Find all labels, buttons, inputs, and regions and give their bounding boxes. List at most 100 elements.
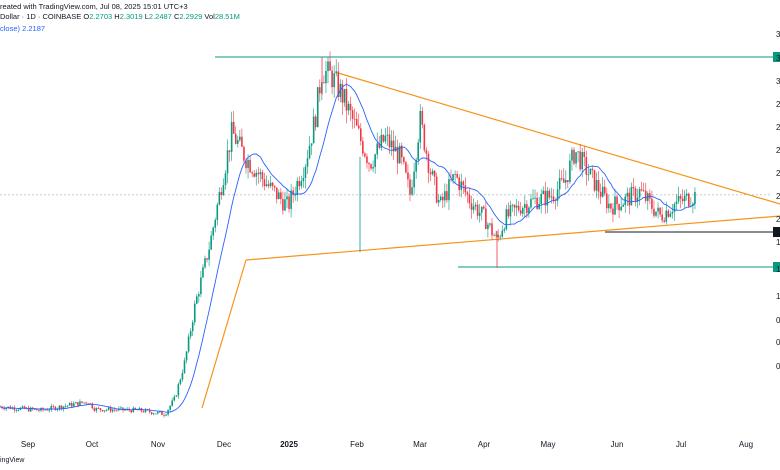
candle-up xyxy=(675,201,678,205)
candle-up xyxy=(419,111,422,143)
candle-down xyxy=(23,406,26,409)
open-label: O xyxy=(83,12,90,21)
candle-up xyxy=(673,204,676,213)
candle-up xyxy=(17,409,20,411)
candle-up xyxy=(48,409,50,411)
candle-up xyxy=(155,413,157,415)
candle-down xyxy=(331,70,333,88)
y-axis-tick-label: 3 xyxy=(776,30,780,39)
candle-down xyxy=(653,208,655,216)
candle-down xyxy=(378,143,381,148)
candle-down xyxy=(476,204,479,216)
candle-up xyxy=(386,134,389,136)
candle-up xyxy=(7,406,9,408)
close-label: C xyxy=(173,12,180,21)
candle-down xyxy=(370,164,372,169)
y-axis-tick-label: 1 xyxy=(776,238,780,247)
candle-down xyxy=(298,180,301,187)
candle-up xyxy=(222,185,225,196)
candle-up xyxy=(64,405,67,407)
candle-up xyxy=(614,196,616,215)
candle-down xyxy=(288,196,290,209)
y-axis-tick-label: 0 xyxy=(776,316,780,325)
candle-up xyxy=(333,73,335,88)
candle-down xyxy=(583,152,586,158)
candle-down xyxy=(405,162,407,173)
candle-up xyxy=(185,351,188,361)
candle-down xyxy=(77,402,79,406)
candle-down xyxy=(442,196,444,201)
candle-down xyxy=(606,193,608,209)
candle-down xyxy=(232,121,235,134)
candle-down xyxy=(97,408,100,409)
candle-down xyxy=(640,189,643,191)
candle-up xyxy=(685,193,688,196)
candle-down xyxy=(263,179,266,187)
close-value: 2.2929 xyxy=(179,12,203,21)
candle-up xyxy=(239,136,241,141)
candle-down xyxy=(610,203,612,209)
x-axis-label: 2025 xyxy=(280,440,298,449)
candle-up xyxy=(608,203,610,209)
candle-down xyxy=(552,196,555,201)
candle-down xyxy=(562,178,565,183)
candle-up xyxy=(198,294,200,297)
candle-down xyxy=(597,180,600,192)
candle-up xyxy=(390,140,393,148)
y-axis-tick-label: 1 xyxy=(776,265,780,274)
candle-up xyxy=(95,408,98,411)
candle-up xyxy=(111,409,114,412)
header-line-2: Dollar · 1D · COINBASE O2.2703 H2.3019 L… xyxy=(0,12,240,21)
open-value: 2.2703 xyxy=(89,12,113,21)
candle-up xyxy=(505,209,508,230)
candle-up xyxy=(669,213,672,217)
volume-value: 28.51M xyxy=(214,12,240,21)
candle-up xyxy=(255,172,258,177)
candle-down xyxy=(109,407,112,412)
candle-up xyxy=(237,140,239,144)
candle-up xyxy=(542,190,545,195)
y-axis-tick-label: 2 xyxy=(776,192,780,201)
candle-up xyxy=(655,211,657,216)
candle-up xyxy=(230,121,233,152)
candle-up xyxy=(630,186,633,206)
candle-down xyxy=(468,194,471,204)
candle-up xyxy=(460,181,463,190)
candle-up xyxy=(21,406,24,408)
candle-up xyxy=(665,210,668,222)
candle-down xyxy=(280,192,282,200)
candle-down xyxy=(364,153,366,157)
candle-up xyxy=(589,168,592,175)
candle-up xyxy=(530,198,532,208)
candle-down xyxy=(435,176,438,203)
candle-up xyxy=(636,197,639,202)
candle-down xyxy=(241,136,243,147)
low-value: 2.2487 xyxy=(148,12,172,21)
candle-down xyxy=(337,71,340,98)
candle-down xyxy=(599,191,602,197)
candle-up xyxy=(622,204,624,207)
candle-up xyxy=(521,208,524,214)
candle-up xyxy=(581,152,583,170)
candle-up xyxy=(308,145,311,159)
candle-down xyxy=(427,153,430,173)
candle-up xyxy=(577,151,579,153)
candle-down xyxy=(3,408,5,410)
candle-up xyxy=(327,61,329,71)
candle-up xyxy=(454,173,456,175)
candle-down xyxy=(433,170,436,177)
candle-down xyxy=(253,173,255,177)
candle-up xyxy=(478,212,481,216)
candle-down xyxy=(497,234,499,238)
candle-down xyxy=(513,204,516,208)
candle-down xyxy=(273,185,276,188)
candle-down xyxy=(27,407,30,412)
candle-up xyxy=(44,409,46,411)
candle-up xyxy=(210,235,212,250)
x-axis-label: Dec xyxy=(217,440,231,449)
candle-up xyxy=(196,296,198,304)
axis-marker-support xyxy=(773,262,780,272)
candle-up xyxy=(312,116,315,144)
candle-up xyxy=(144,409,147,413)
